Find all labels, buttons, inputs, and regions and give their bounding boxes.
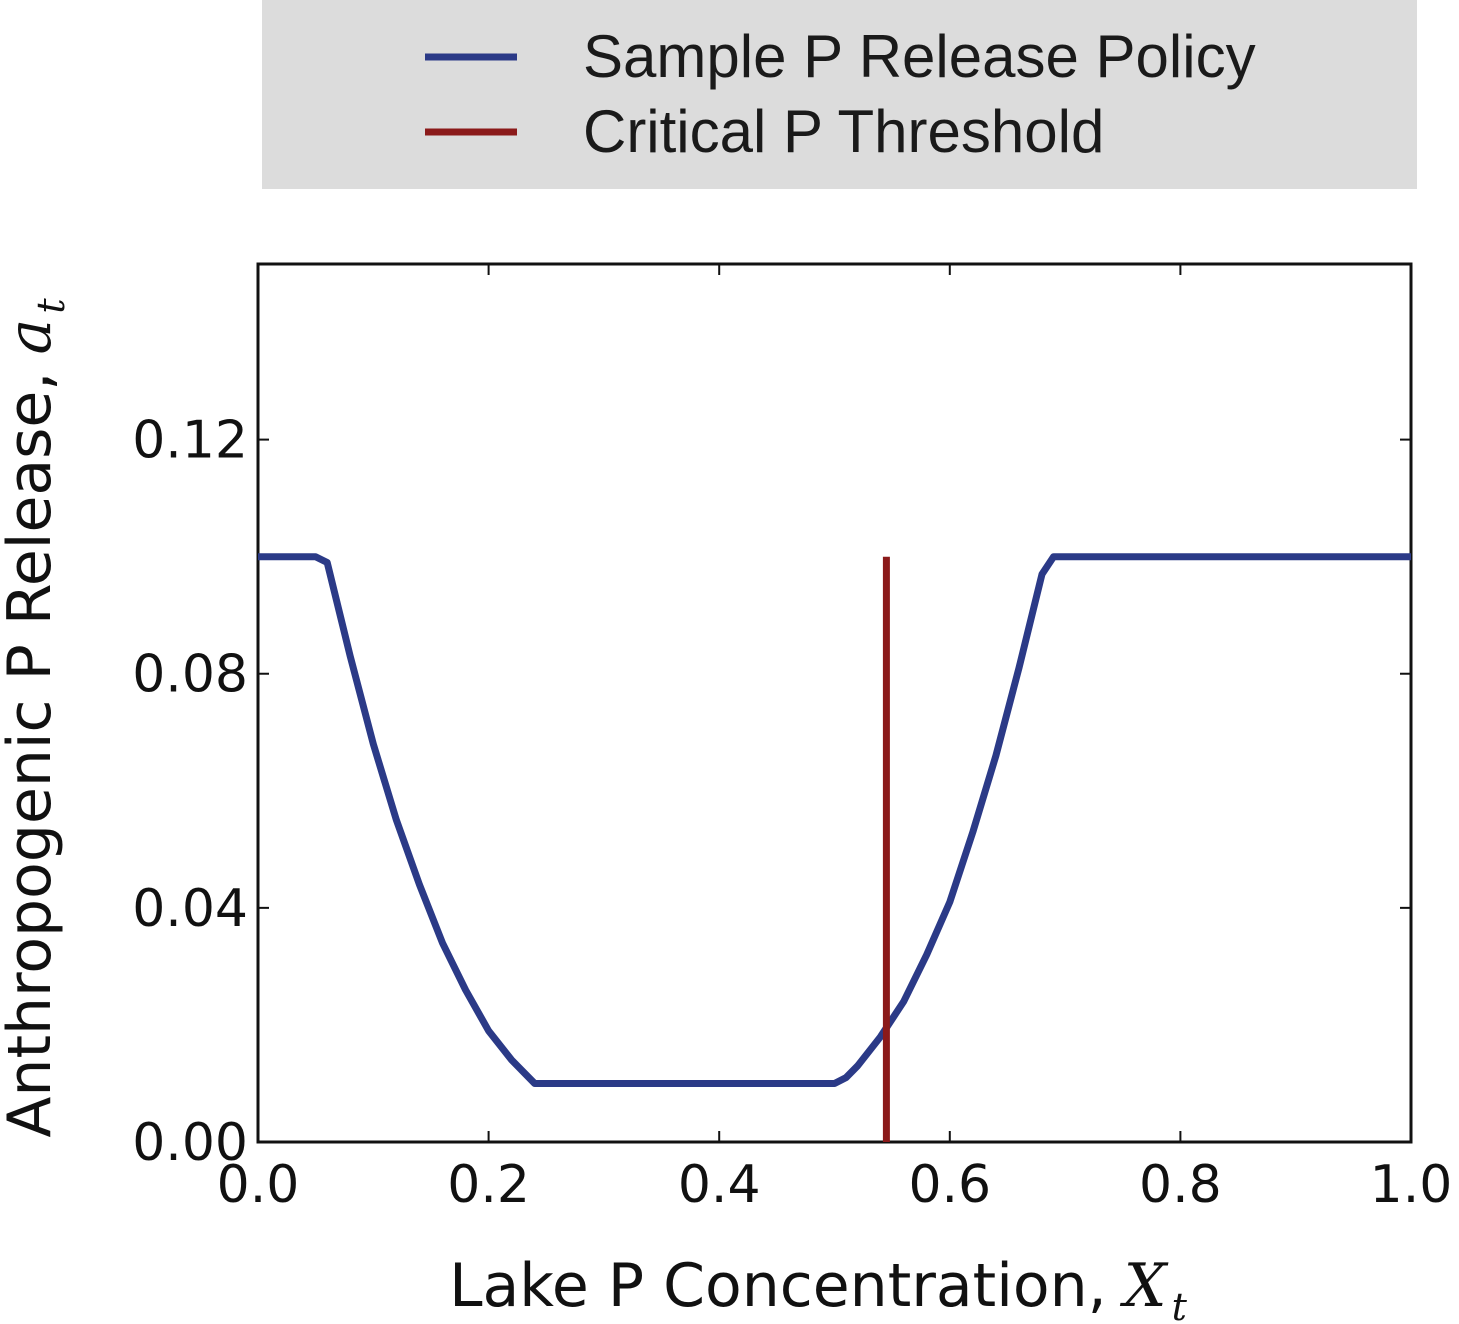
x-axis-subscript: t — [1172, 1285, 1188, 1324]
x-axis-label: Lake P Concentration, X t — [449, 1251, 1187, 1324]
legend: Sample P Release Policy Critical P Thres… — [262, 0, 1417, 189]
x-tick-label: 0.2 — [447, 1155, 530, 1215]
axis-ticks — [257, 264, 1412, 1143]
x-axis-label-text: Lake P Concentration, — [449, 1251, 1107, 1321]
y-tick-label: 0.04 — [132, 879, 248, 939]
plot-area-frame — [256, 262, 1413, 1144]
x-tick-label: 0.0 — [217, 1155, 300, 1215]
legend-background — [262, 0, 1417, 189]
legend-label-sample-policy: Sample P Release Policy — [583, 23, 1256, 90]
y-axis-label: Anthropogenic P Release, a t — [0, 298, 73, 1138]
series-line-sample-policy — [258, 553, 1411, 1087]
x-tick-label: 0.8 — [1139, 1155, 1222, 1215]
axis-tick-labels: 0.0 0.2 0.4 0.6 0.8 1.0 0.00 0.04 0.08 0.12 — [132, 411, 1452, 1215]
y-tick-label: 0.00 — [132, 1113, 248, 1173]
x-tick-label: 1.0 — [1370, 1155, 1453, 1215]
series-group — [258, 553, 1411, 1142]
y-axis-label-text: Anthropogenic P Release, — [0, 372, 65, 1138]
y-axis-subscript: t — [29, 298, 73, 314]
x-tick-label: 0.6 — [908, 1155, 991, 1215]
y-tick-label: 0.08 — [132, 645, 248, 705]
y-tick-label: 0.12 — [132, 411, 248, 471]
x-tick-label: 0.4 — [678, 1155, 761, 1215]
legend-label-critical-threshold: Critical P Threshold — [583, 98, 1104, 165]
y-axis-symbol: a — [0, 319, 65, 355]
x-axis-symbol: X — [1120, 1251, 1169, 1321]
